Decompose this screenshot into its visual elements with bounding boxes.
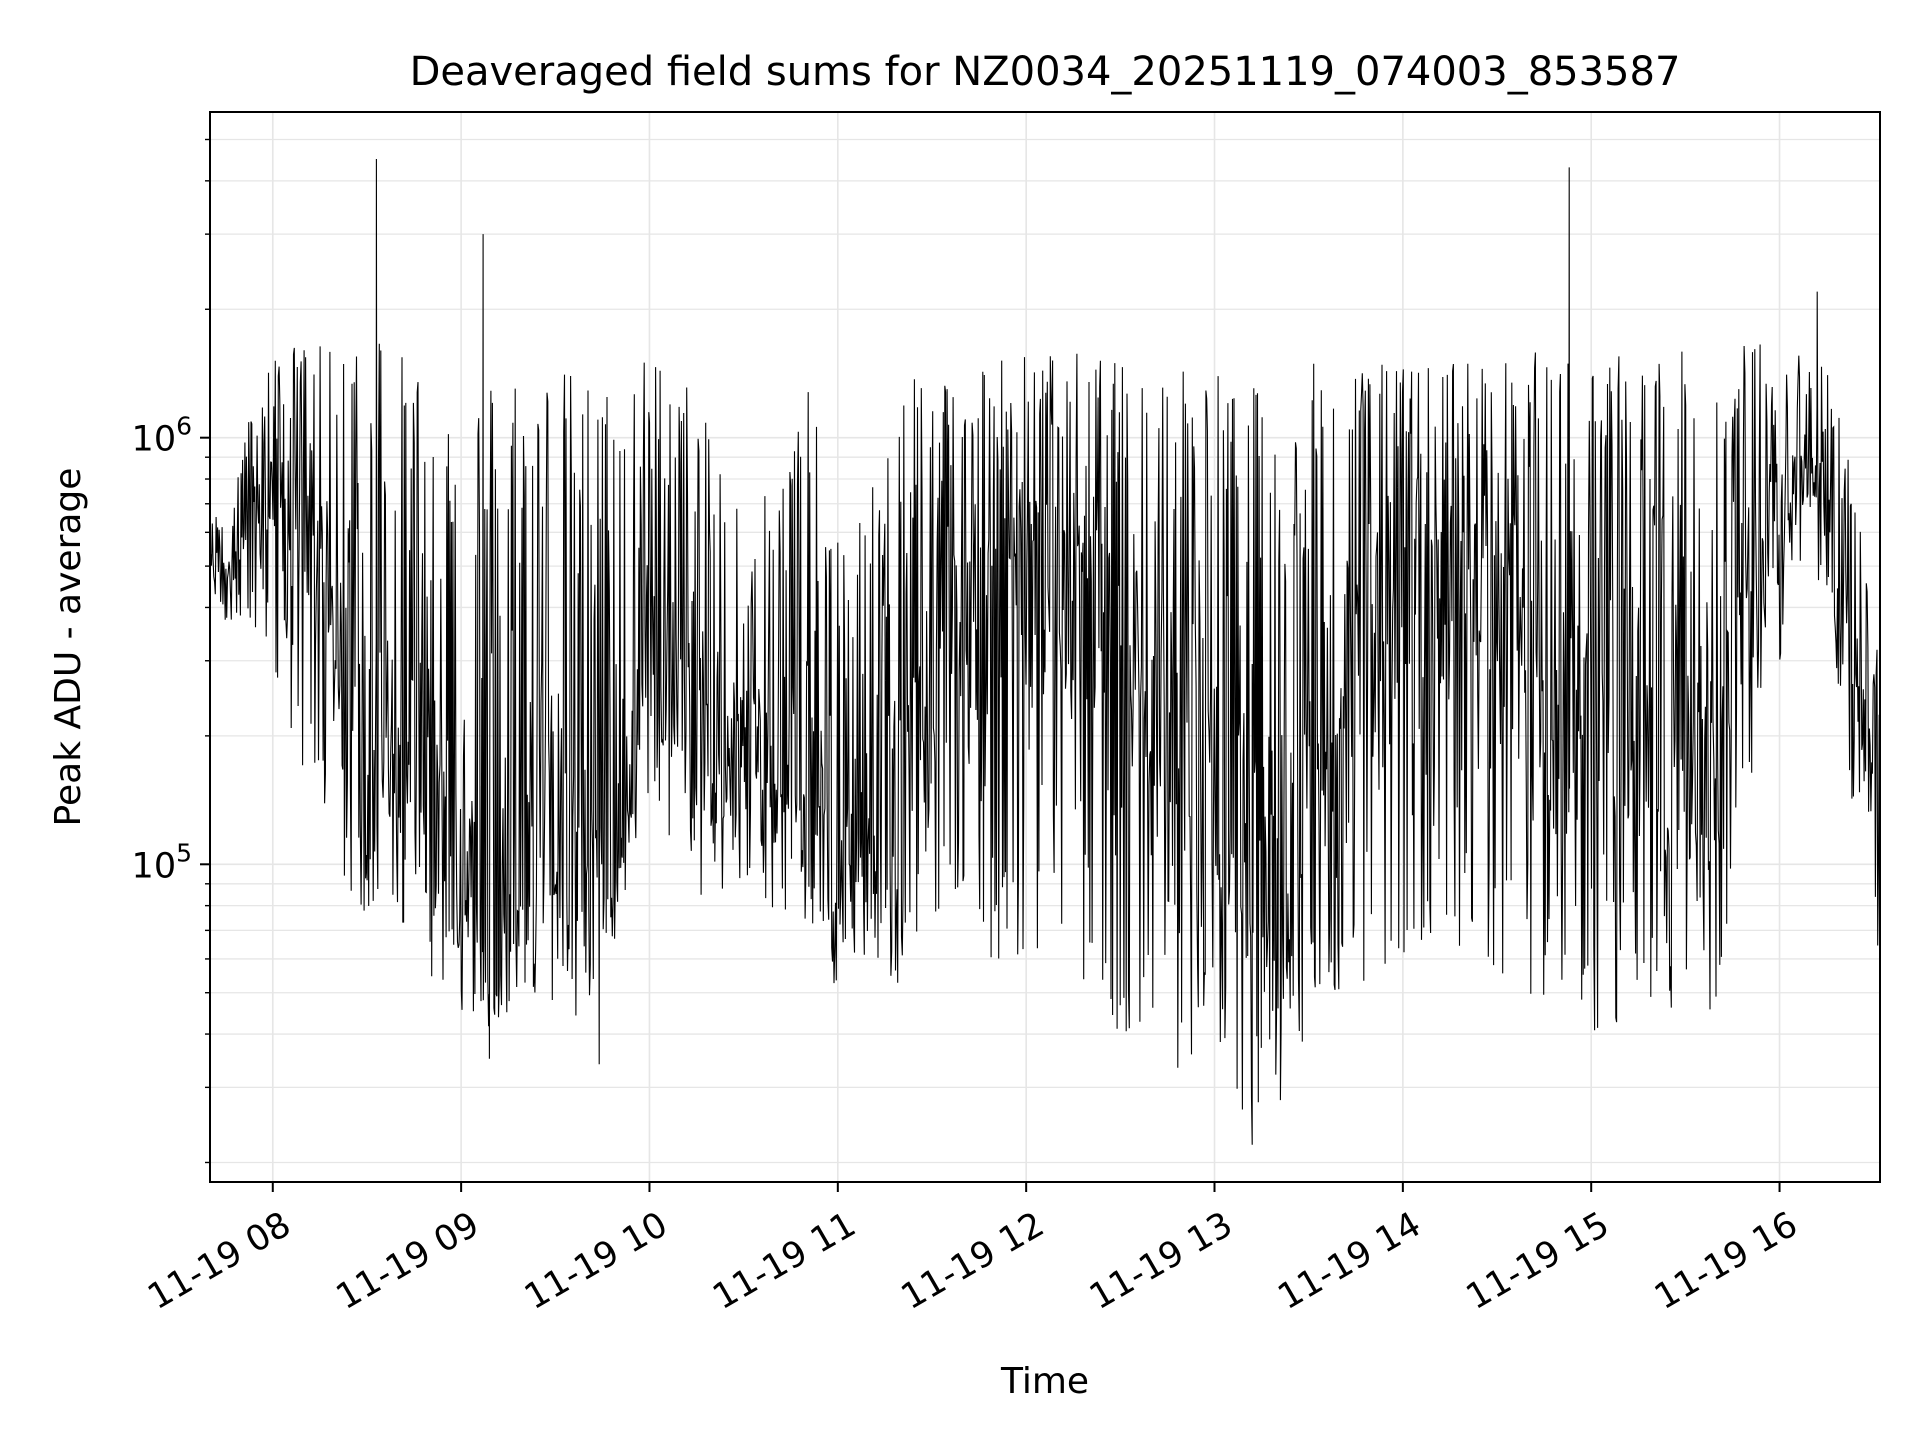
data-series — [210, 158, 1880, 1145]
chart-title: Deaveraged field sums for NZ0034_2025111… — [410, 49, 1681, 95]
y-tick-label: 105 — [132, 838, 192, 886]
series-line — [210, 158, 1880, 1145]
y-tick-label: 106 — [132, 412, 192, 460]
x-axis-label: Time — [1000, 1361, 1089, 1402]
axes-frame — [209, 111, 1881, 1183]
y-axis-label: Peak ADU - average — [48, 468, 89, 827]
